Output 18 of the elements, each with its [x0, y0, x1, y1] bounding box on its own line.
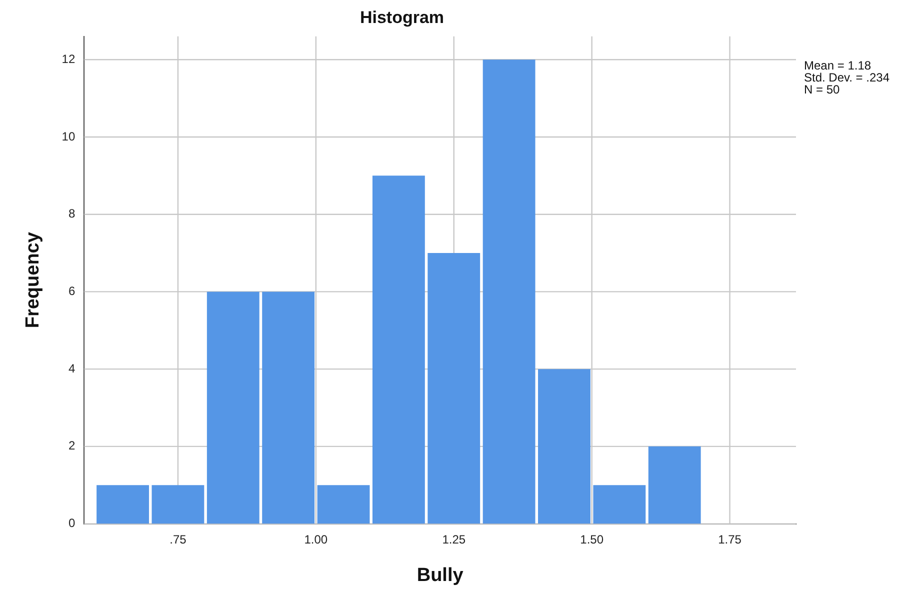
x-axis-title: Bully — [416, 564, 464, 586]
y-tick-label: 2 — [68, 438, 76, 453]
x-tick-label: 1.25 — [442, 532, 466, 546]
y-tick-label: 8 — [68, 206, 76, 221]
text: N = 50 — [804, 82, 840, 97]
y-axis-title: Frequency — [22, 232, 44, 328]
y-tick-label: 0 — [68, 516, 76, 530]
y-tick-label: 12 — [62, 52, 76, 66]
chart-title: Histogram — [360, 8, 444, 27]
x-tick-label: 1.00 — [304, 532, 328, 546]
x-tick-label: 1.75 — [718, 532, 742, 546]
x-tick-label: 1.50 — [580, 532, 604, 546]
text: Std. Dev. = .234 — [804, 70, 890, 85]
x-tick-label: .75 — [170, 532, 187, 546]
y-tick-label: 6 — [68, 284, 76, 298]
text: Mean = 1.18 — [804, 58, 872, 73]
y-tick-label: 10 — [62, 129, 76, 144]
y-tick-label: 4 — [68, 361, 76, 376]
